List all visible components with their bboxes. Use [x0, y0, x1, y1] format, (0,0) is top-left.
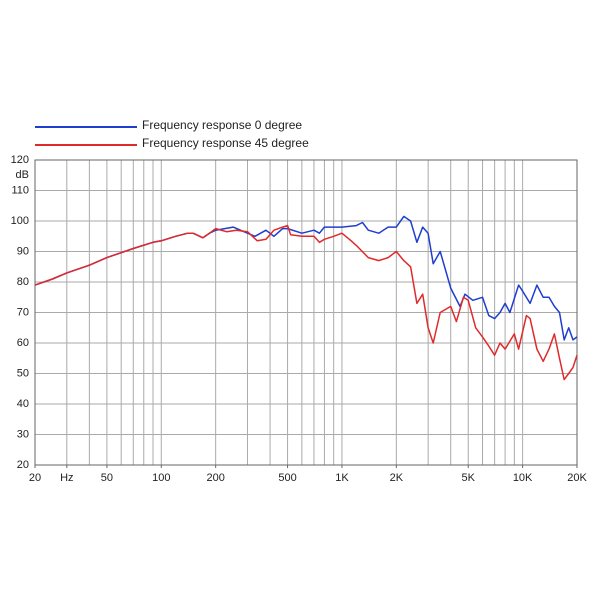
- y-tick-label: 20: [17, 459, 29, 471]
- x-tick-label: Hz: [60, 472, 73, 484]
- y-tick-label: 40: [17, 398, 29, 410]
- x-tick-label: 20: [29, 472, 41, 484]
- y-axis-label: dB: [16, 169, 29, 181]
- legend-label: Frequency response 0 degree: [142, 118, 302, 132]
- x-tick-label: 20K: [567, 472, 587, 484]
- x-tick-label: 50: [101, 472, 113, 484]
- x-tick-label: 1K: [335, 472, 349, 484]
- y-tick-label: 110: [11, 184, 29, 196]
- x-tick-label: 500: [278, 472, 296, 484]
- y-tick-label: 90: [17, 245, 29, 257]
- plot-border: [34, 159, 578, 466]
- x-tick-label: 2K: [390, 472, 404, 484]
- x-tick-label: 5K: [461, 472, 475, 484]
- x-tick-label: 200: [206, 472, 224, 484]
- x-tick-label: 100: [152, 472, 170, 484]
- y-tick-label: 50: [17, 367, 29, 379]
- y-tick-label: 80: [17, 276, 29, 288]
- x-tick-label: 10K: [513, 472, 533, 484]
- y-tick-label: 70: [17, 306, 29, 318]
- y-tick-label: 100: [11, 215, 29, 227]
- y-tick-label: 60: [17, 337, 29, 349]
- y-tick-label: 120: [11, 154, 29, 166]
- y-tick-label: 30: [17, 428, 29, 440]
- legend-label: Frequency response 45 degree: [142, 136, 309, 150]
- series-line: [34, 224, 578, 381]
